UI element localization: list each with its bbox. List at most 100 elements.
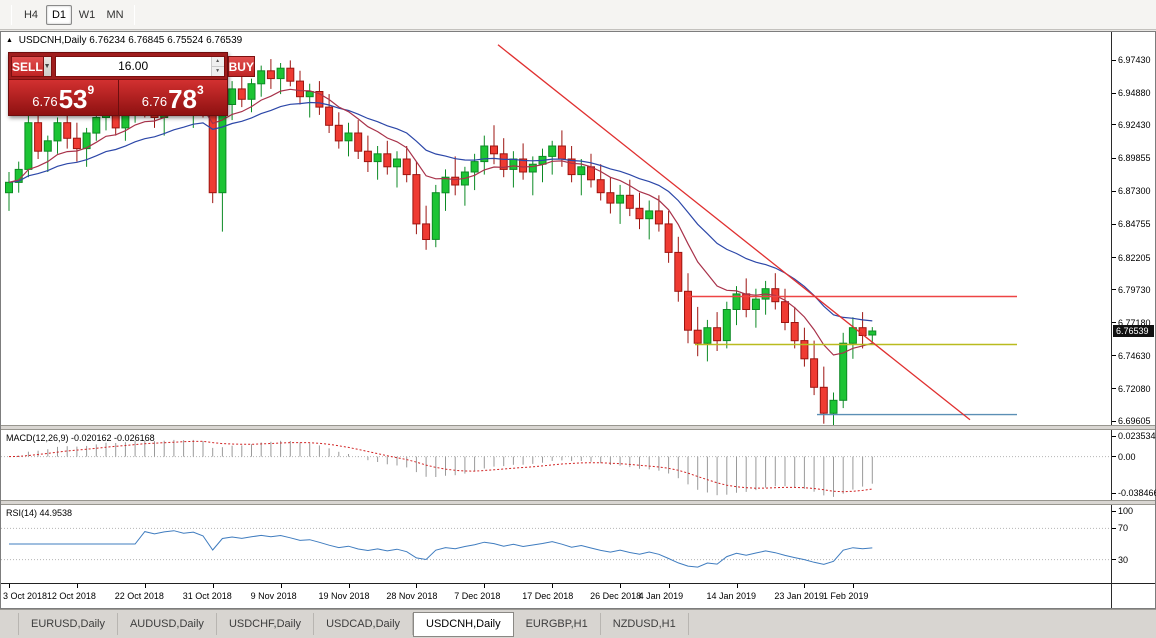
- timeframe-d1[interactable]: D1: [46, 4, 72, 25]
- date-tick: [552, 584, 554, 588]
- date-label: 1 Feb 2019: [822, 591, 869, 601]
- chart-title: ▲ USDCNH,Daily 6.76234 6.76845 6.75524 6…: [6, 35, 242, 46]
- current-price-badge: 6.76539: [1113, 325, 1154, 338]
- date-label: 12 Oct 2018: [46, 591, 96, 601]
- timeframe-mn[interactable]: MN: [106, 8, 124, 21]
- macd-label: MACD(12,26,9) -0.020162 -0.026168: [6, 433, 155, 443]
- tab-nzdusd-h1[interactable]: NZDUSD,H1: [601, 613, 689, 635]
- tab-usdchf-daily[interactable]: USDCHF,Daily: [217, 613, 315, 635]
- chart-title-symbol: USDCNH,Daily: [18, 35, 87, 46]
- macd-axis-label: 0.00: [1118, 451, 1136, 462]
- chart-window: ▲ USDCNH,Daily 6.76234 6.76845 6.75524 6…: [0, 31, 1156, 609]
- sell-button[interactable]: SELL: [11, 55, 44, 77]
- price-axis-label: 6.82205: [1118, 252, 1151, 263]
- macd-axis-label-tick: [1112, 435, 1116, 437]
- price-axis-label: 6.94880: [1118, 88, 1151, 99]
- price-axis-label: 6.97430: [1118, 55, 1151, 65]
- date-label: 14 Jan 2019: [706, 591, 757, 601]
- chevron-down-icon: ▼: [43, 62, 51, 70]
- date-tick: [76, 584, 78, 588]
- rsi-axis-label-tick: [1112, 559, 1116, 561]
- candlestick-chart[interactable]: [1, 32, 1111, 425]
- date-label: 4 Jan 2019: [638, 591, 684, 601]
- price-axis-tick: [1112, 322, 1116, 324]
- date-tick: [348, 584, 350, 588]
- price-axis-label: 6.74630: [1118, 350, 1151, 361]
- date-label: 7 Dec 2018: [454, 591, 501, 601]
- date-tick: [484, 584, 486, 588]
- date-label: 28 Nov 2018: [386, 591, 438, 601]
- macd-panel[interactable]: MACD(12,26,9) -0.020162 -0.026168: [1, 430, 1111, 500]
- buy-price-sup: 3: [197, 83, 204, 97]
- rsi-chart[interactable]: [1, 505, 1111, 583]
- date-label: 9 Nov 2018: [250, 591, 297, 601]
- price-chart-panel[interactable]: ▲ USDCNH,Daily 6.76234 6.76845 6.75524 6…: [1, 32, 1111, 425]
- tab-audusd-daily[interactable]: AUDUSD,Daily: [118, 613, 217, 635]
- toolbar-separator: [11, 4, 12, 25]
- volume-field: ▲ ▼: [54, 55, 225, 77]
- timeframe-w1[interactable]: W1: [78, 8, 96, 21]
- panel-splitter[interactable]: [1, 425, 1155, 430]
- sell-price-sup: 9: [87, 83, 95, 97]
- date-tick: [804, 584, 806, 588]
- date-label: 26 Dec 2018: [590, 591, 642, 601]
- price-axis-tick: [1112, 59, 1116, 61]
- rsi-axis-label: 100: [1118, 506, 1134, 516]
- tab-eurusd-daily[interactable]: EURUSD,Daily: [18, 613, 118, 635]
- trade-prices-row: 6.76 53 9 6.76 78 3: [9, 79, 227, 115]
- date-label: 17 Dec 2018: [522, 591, 574, 601]
- sell-options-dropdown[interactable]: ▼: [43, 55, 52, 77]
- toolbar-separator: [134, 4, 135, 25]
- rsi-panel[interactable]: RSI(14) 44.9538: [1, 505, 1111, 583]
- macd-axis: 0.023534 0.00 -0.038466: [1111, 430, 1156, 500]
- price-axis-tick: [1112, 257, 1116, 259]
- rsi-axis: 100 70 30: [1111, 505, 1155, 583]
- rsi-label: RSI(14) 44.9538: [6, 508, 73, 518]
- date-tick: [416, 584, 418, 588]
- date-tick: [620, 584, 622, 588]
- volume-decrease-button[interactable]: ▼: [211, 66, 224, 76]
- date-tick: [668, 584, 670, 588]
- date-label: 23 Jan 2019: [774, 591, 824, 601]
- price-axis-tick: [1112, 420, 1116, 422]
- price-axis-label: 6.84755: [1118, 219, 1151, 230]
- chart-title-icon: ▲: [6, 37, 13, 44]
- date-axis[interactable]: 3 Oct 2018 12 Oct 2018 22 Oct 2018 31 Oct 2…: [1, 583, 1111, 608]
- macd-axis-label: -0.038466: [1118, 488, 1156, 498]
- rsi-axis-label: 70: [1118, 523, 1129, 534]
- axis-corner: [1111, 583, 1155, 608]
- price-axis-label: 6.87300: [1118, 186, 1151, 197]
- price-axis-label: 6.72080: [1118, 383, 1151, 394]
- buy-price-big: 78: [168, 84, 198, 114]
- macd-axis-label-tick: [1112, 456, 1116, 458]
- panel-splitter[interactable]: [1, 500, 1155, 505]
- macd-chart[interactable]: [1, 430, 1111, 500]
- price-axis-label: 6.79730: [1118, 284, 1151, 295]
- chart-tabs: EURUSD,Daily AUDUSD,Daily USDCHF,Daily USDC…: [0, 609, 1156, 638]
- timeframe-buttons: H4 D1 W1 MN: [17, 4, 129, 25]
- date-tick: [144, 584, 146, 588]
- price-axis-tick: [1112, 190, 1116, 192]
- price-axis[interactable]: 6.97430 6.94880 6.92430 6.89855 6.87300 6.847…: [1111, 32, 1155, 426]
- date-tick: [9, 584, 10, 588]
- tab-usdcnh-daily[interactable]: USDCNH,Daily: [413, 611, 514, 637]
- date-label: 3 Oct 2018: [3, 591, 48, 601]
- rsi-axis-label: 30: [1118, 554, 1129, 565]
- tab-usdcad-daily[interactable]: USDCAD,Daily: [314, 613, 414, 635]
- volume-increase-button[interactable]: ▲: [211, 56, 224, 67]
- rsi-axis-label-tick: [1112, 510, 1116, 512]
- price-axis-tick: [1112, 355, 1116, 357]
- timeframe-h4[interactable]: H4: [23, 8, 39, 21]
- sell-price[interactable]: 6.76 53 9: [9, 80, 119, 115]
- volume-input[interactable]: [55, 56, 211, 76]
- volume-spinner: ▲ ▼: [210, 56, 224, 76]
- date-label: 31 Oct 2018: [182, 591, 232, 601]
- tab-eurgbp-h1[interactable]: EURGBP,H1: [514, 613, 601, 635]
- date-tick: [736, 584, 738, 588]
- buy-button[interactable]: BUY: [227, 55, 255, 77]
- price-axis-label: 6.92430: [1118, 119, 1151, 130]
- trade-controls-row: SELL ▼ ▲ ▼ BUY: [9, 53, 255, 79]
- rsi-axis-label-tick: [1112, 527, 1116, 529]
- buy-price[interactable]: 6.76 78 3: [118, 80, 227, 115]
